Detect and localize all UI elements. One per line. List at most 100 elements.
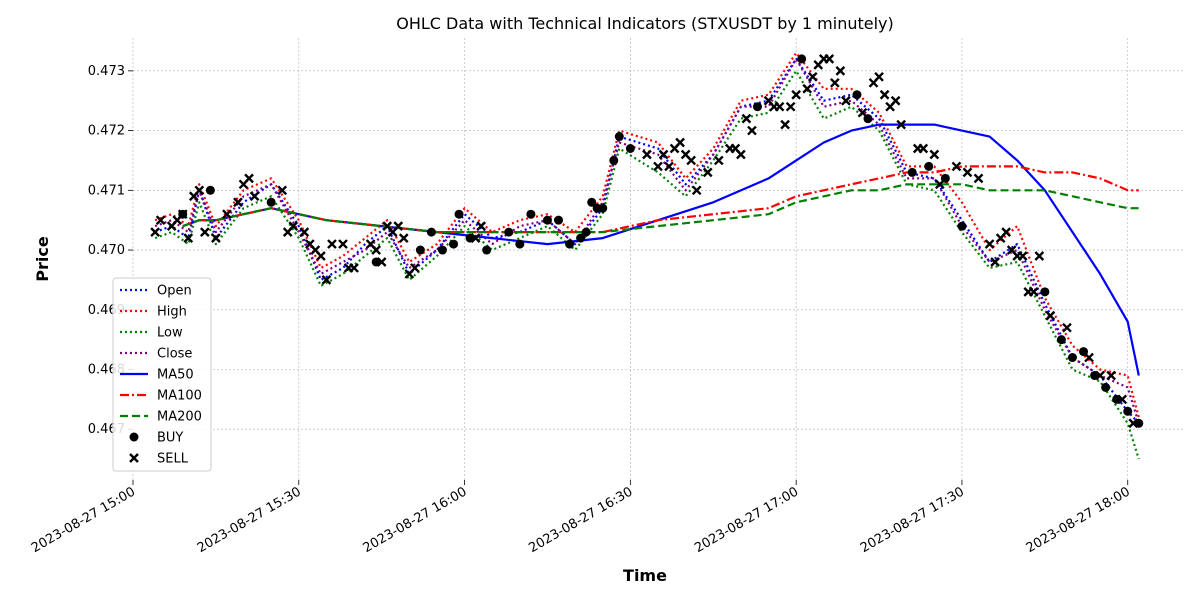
sell-marker <box>1128 418 1139 429</box>
sell-marker <box>398 233 409 243</box>
buy-marker <box>625 144 635 153</box>
legend-label-ma100: MA100 <box>157 389 202 404</box>
legend-label-ma200: MA200 <box>157 410 202 425</box>
sell-marker <box>338 239 348 249</box>
buy-marker <box>1040 287 1050 297</box>
sell-marker <box>675 137 685 148</box>
sell-marker <box>874 71 884 82</box>
sell-marker <box>233 197 243 208</box>
series-line-ma100 <box>182 165 1139 234</box>
buy-marker <box>205 185 215 195</box>
sell-marker <box>807 71 818 82</box>
series-layer <box>154 51 1140 460</box>
buy-marker <box>924 161 934 171</box>
buy-marker <box>504 227 514 237</box>
sell-marker <box>984 239 995 249</box>
legend-label-buy: BUY <box>157 431 183 446</box>
sell-marker <box>155 215 166 226</box>
sell-marker <box>393 221 404 231</box>
legend-swatch-buy <box>129 432 139 442</box>
buy-marker <box>542 215 552 225</box>
sell-marker <box>1017 251 1028 261</box>
sell-marker <box>1084 352 1094 363</box>
legend-swatch-sell <box>129 453 139 463</box>
buy-marker <box>526 209 536 219</box>
sell-marker <box>277 185 288 196</box>
sell-marker <box>857 107 868 118</box>
sell-marker <box>713 155 724 166</box>
x-tick-label: 2023-08-27 16:00 <box>361 484 470 556</box>
x-tick-label: 2023-08-27 15:00 <box>29 484 138 556</box>
sell-marker <box>321 275 332 285</box>
sell-marker <box>785 101 796 112</box>
sell-marker <box>890 95 901 106</box>
x-tick-label: 2023-08-27 16:30 <box>526 484 635 556</box>
sell-marker <box>288 221 299 231</box>
buy-marker <box>426 227 436 237</box>
y-tick-label: 0.471 <box>88 183 125 198</box>
sell-marker <box>879 89 890 100</box>
sell-marker <box>1117 394 1128 405</box>
y-axis-label: Price <box>33 236 52 282</box>
legend-label-close: Close <box>157 347 192 362</box>
sell-marker <box>199 227 210 237</box>
buy-marker <box>907 167 917 177</box>
sell-marker <box>929 149 940 160</box>
sell-marker <box>841 95 851 106</box>
sell-marker <box>736 149 746 160</box>
sell-marker <box>691 185 702 196</box>
chart-title: OHLC Data with Technical Indicators (STX… <box>396 14 894 33</box>
sell-marker <box>934 179 945 190</box>
sell-marker <box>371 245 382 255</box>
sell-marker <box>658 149 669 160</box>
sell-marker <box>194 185 205 196</box>
sell-marker <box>349 263 359 273</box>
sell-marker <box>299 227 310 237</box>
series-line-ma200 <box>182 183 1139 234</box>
legend-label-open: Open <box>157 284 192 299</box>
sell-marker <box>409 263 420 273</box>
y-tick-label: 0.472 <box>88 124 125 139</box>
legend: Open High Low Close MA50 MA100 MA200 BUY SELL <box>112 277 212 472</box>
sell-marker <box>774 101 785 112</box>
sell-marker <box>1045 310 1056 321</box>
sell-marker <box>824 54 835 64</box>
legend-box <box>112 277 212 472</box>
buy-marker <box>449 239 459 249</box>
series-line-open <box>154 57 1140 425</box>
sell-marker <box>741 113 752 124</box>
legend-label-ma50: MA50 <box>157 368 194 383</box>
sell-marker <box>951 161 962 172</box>
buy-marker <box>454 209 464 219</box>
series-line-high <box>154 51 1140 418</box>
sell-marker <box>1106 370 1117 381</box>
sell-marker <box>470 233 481 243</box>
sell-marker <box>962 167 973 178</box>
sell-marker <box>747 125 757 136</box>
buy-marker <box>957 221 967 231</box>
sell-marker <box>973 173 984 184</box>
y-tick-label: 0.473 <box>88 64 125 79</box>
buy-marker <box>581 227 591 237</box>
sell-marker <box>316 251 326 261</box>
sell-marker <box>476 221 487 231</box>
sell-marker <box>222 209 232 220</box>
legend-label-low: Low <box>157 326 183 341</box>
sell-marker <box>1028 287 1039 297</box>
sell-marker <box>664 161 674 172</box>
x-tick-label: 2023-08-27 17:30 <box>858 484 967 556</box>
buy-marker <box>614 132 624 142</box>
buy-marker <box>609 155 619 165</box>
grid-layer <box>132 38 1183 480</box>
buy-marker <box>576 233 586 243</box>
sell-marker <box>896 119 907 130</box>
sell-marker <box>653 161 663 172</box>
sell-marker <box>1001 227 1012 237</box>
x-tick-label: 2023-08-27 17:00 <box>692 484 801 556</box>
buy-marker <box>852 90 862 100</box>
sell-marker <box>1034 251 1045 261</box>
x-axis-label: Time <box>623 566 667 585</box>
buy-marker <box>266 197 276 207</box>
buy-marker <box>1123 406 1133 416</box>
buy-marker <box>482 245 492 255</box>
